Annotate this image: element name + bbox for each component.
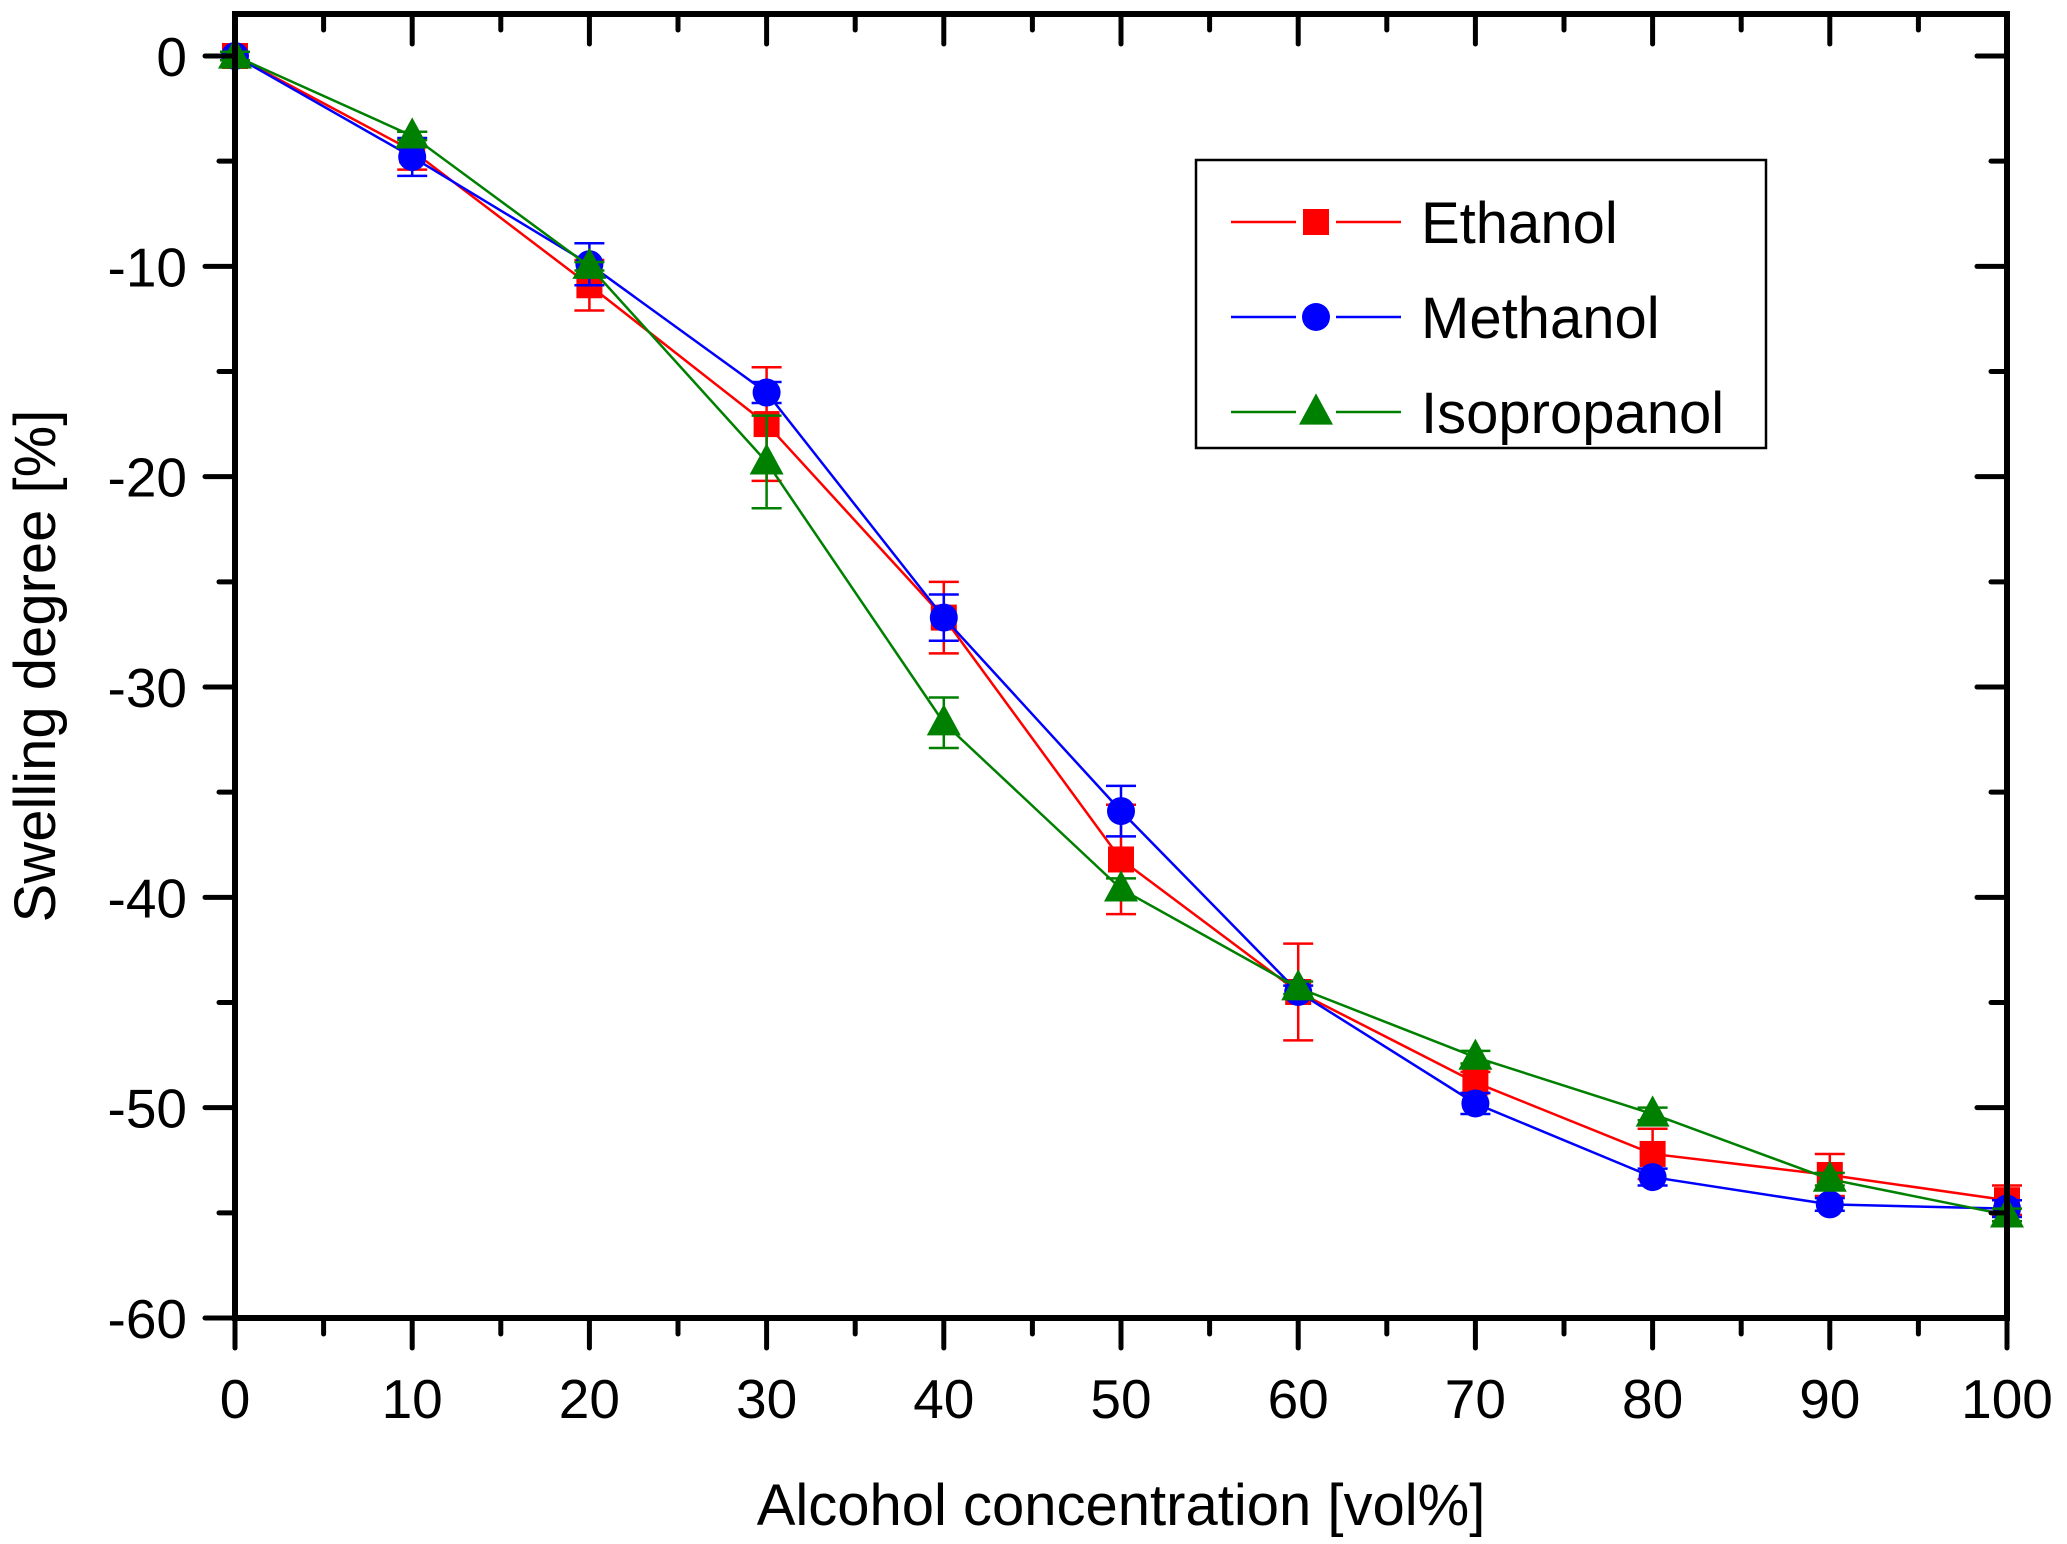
data-point-circle [1815,1190,1844,1219]
y-tick-label: -30 [108,657,188,719]
data-point-triangle [749,443,784,475]
series-layer [218,37,2024,1228]
x-tick-labels: 0 10 20 30 40 50 60 70 80 90 100 [220,1368,2053,1430]
legend-label: Ethanol [1421,191,1618,256]
x-tick-label: 50 [1090,1368,1151,1430]
data-point-circle [1638,1163,1667,1192]
y-tick-labels: 0 -10 -20 -30 -40 -50 -60 [108,26,188,1350]
x-tick-label: 40 [913,1368,974,1430]
y-tick-label: -10 [108,236,188,298]
x-tick-label: 10 [382,1368,443,1430]
series-isopropanol [218,37,2024,1228]
x-tick-label: 30 [736,1368,797,1430]
x-tick-label: 0 [220,1368,251,1430]
legend-item-ethanol: Ethanol [1231,191,1618,256]
x-tick-label: 90 [1799,1368,1860,1430]
x-tick-label: 70 [1445,1368,1506,1430]
legend-marker-square [1303,209,1329,235]
data-point-triangle [1458,1038,1493,1070]
data-point-triangle [1104,870,1138,902]
x-tick-label: 20 [559,1368,620,1430]
x-tick-label: 60 [1268,1368,1329,1430]
data-point-triangle [1281,969,1316,1001]
x-tick-label: 100 [1961,1368,2053,1430]
data-point-triangle [926,704,961,736]
x-axis-title: Alcohol concentration [vol%] [757,1473,1486,1538]
legend-item-isopropanol: Isopropanol [1231,381,1724,446]
data-point-circle [752,378,781,407]
y-tick-label: 0 [156,26,187,88]
y-tick-label: -50 [108,1078,188,1140]
data-point-circle [929,603,958,632]
data-point-circle [1107,797,1135,826]
legend-item-methanol: Methanol [1231,286,1660,351]
data-point-circle [398,142,427,171]
x-tick-label: 80 [1622,1368,1683,1430]
data-point-square [1108,846,1134,873]
data-point-triangle [395,117,430,149]
data-point-triangle [572,247,607,279]
y-tick-label: -40 [108,867,188,929]
data-point-triangle [1635,1095,1670,1127]
legend-box [1194,158,1768,450]
data-point-circle [1461,1089,1490,1118]
legend-items: Ethanol Methanol Isopropanol [1231,191,1724,446]
legend-marker-circle [1302,303,1330,331]
y-axis-title: Swelling degree [%] [3,410,68,923]
data-point-square [1639,1140,1666,1167]
legend: Ethanol Methanol Isopropanol [1194,158,1768,450]
y-tick-label: -20 [108,447,188,509]
data-point-triangle [1812,1160,1847,1192]
y-tick-label: -60 [108,1288,188,1350]
legend-marker-triangle [1299,393,1333,425]
legend-label: Isopropanol [1421,381,1724,446]
legend-label: Methanol [1421,286,1660,351]
axis-ticks [202,11,2010,1351]
